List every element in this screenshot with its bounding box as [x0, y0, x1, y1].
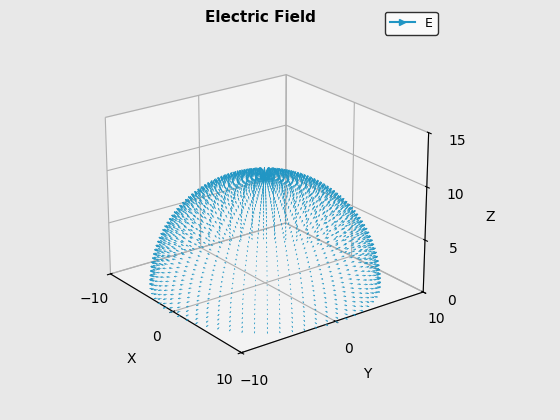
Title: Electric Field: Electric Field — [205, 10, 316, 26]
Legend: E: E — [385, 12, 437, 34]
Y-axis label: Y: Y — [363, 367, 372, 381]
X-axis label: X: X — [127, 352, 136, 366]
